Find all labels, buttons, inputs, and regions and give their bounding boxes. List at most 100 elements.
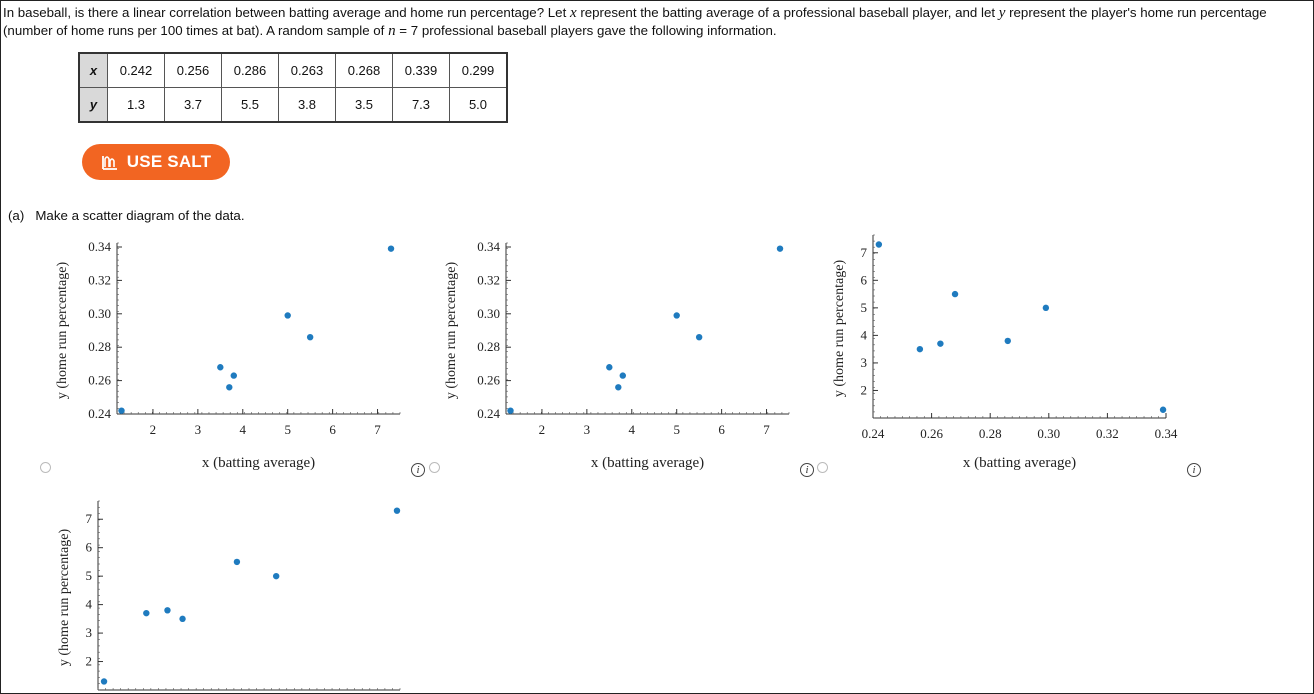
x-tick-label: 7 bbox=[374, 422, 381, 437]
table-cell: 0.268 bbox=[335, 52, 393, 88]
scatter-point bbox=[164, 607, 171, 614]
intro-text-2: represent the batting average of a profe… bbox=[576, 5, 999, 20]
scatter-point bbox=[1042, 304, 1050, 312]
intro-text-1: In baseball, is there a linear correlati… bbox=[3, 5, 570, 20]
y-tick-label: 7 bbox=[86, 511, 93, 526]
y-tick-label: 2 bbox=[861, 382, 868, 397]
x-tick-label: 5 bbox=[284, 422, 291, 437]
x-tick-label: 0.30 bbox=[1037, 426, 1060, 441]
scatter-point bbox=[1004, 337, 1011, 345]
scatter-point bbox=[143, 609, 150, 617]
scatter-point bbox=[507, 407, 514, 414]
table-header-y: y bbox=[78, 87, 108, 123]
scatter-point bbox=[230, 372, 237, 379]
y-tick-label: 7 bbox=[861, 245, 868, 260]
intro-text-4: = 7 professional baseball players gave t… bbox=[395, 23, 777, 38]
use-salt-label: USE SALT bbox=[126, 152, 212, 171]
option-radio-1[interactable] bbox=[40, 462, 51, 473]
scatter-point bbox=[179, 615, 186, 623]
info-icon[interactable]: i bbox=[411, 463, 425, 477]
x-axis-label: x (batting average) bbox=[202, 455, 315, 471]
y-axis-label: y (home run percentage) bbox=[444, 262, 459, 400]
table-row-x: x 0.242 0.256 0.286 0.263 0.268 0.339 0.… bbox=[78, 52, 508, 88]
x-tick-label: 0.34 bbox=[1155, 426, 1178, 441]
y-axis-label: y (home run percentage) bbox=[832, 260, 847, 398]
y-tick-label: 0.24 bbox=[88, 406, 111, 421]
y-tick-label: 0.34 bbox=[88, 239, 111, 254]
y-tick-label: 0.28 bbox=[477, 339, 500, 354]
x-axis-label: x (batting average) bbox=[963, 455, 1076, 471]
x-tick-label: 6 bbox=[718, 422, 725, 437]
table-cell: 5.5 bbox=[221, 87, 279, 123]
scatter-point bbox=[1159, 406, 1167, 413]
part-a-prompt: (a) Make a scatter diagram of the data. bbox=[8, 208, 245, 223]
part-a-text: Make a scatter diagram of the data. bbox=[35, 208, 245, 223]
x-tick-label: 2 bbox=[150, 422, 157, 437]
scatter-point bbox=[226, 384, 233, 391]
x-tick-label: 6 bbox=[329, 422, 336, 437]
table-cell: 0.299 bbox=[449, 52, 508, 88]
scatter-point bbox=[387, 245, 395, 252]
y-tick-label: 0.32 bbox=[88, 272, 111, 287]
x-axis-label: x (batting average) bbox=[591, 455, 704, 471]
info-icon[interactable]: i bbox=[800, 463, 814, 477]
salt-chart-icon bbox=[101, 156, 117, 170]
scatter-point bbox=[306, 333, 314, 341]
scatter-point bbox=[951, 290, 959, 298]
table-cell: 5.0 bbox=[449, 87, 508, 123]
table-cell: 3.5 bbox=[335, 87, 393, 123]
y-tick-label: 5 bbox=[86, 568, 93, 583]
scatter-point bbox=[118, 407, 125, 414]
y-tick-label: 0.28 bbox=[88, 339, 111, 354]
part-a-label: (a) bbox=[8, 208, 25, 223]
info-icon[interactable]: i bbox=[1187, 463, 1201, 477]
y-tick-label: 3 bbox=[861, 355, 868, 370]
scatter-point bbox=[875, 241, 883, 248]
y-tick-label: 0.26 bbox=[477, 373, 500, 388]
scatter-point bbox=[619, 372, 626, 379]
x-tick-label: 0.28 bbox=[979, 426, 1002, 441]
data-table: x 0.242 0.256 0.286 0.263 0.268 0.339 0.… bbox=[78, 52, 508, 123]
table-cell: 0.263 bbox=[278, 52, 336, 88]
x-tick-label: 4 bbox=[240, 422, 247, 437]
use-salt-button[interactable]: USE SALT bbox=[82, 144, 230, 180]
scatter-point bbox=[776, 245, 784, 252]
x-tick-label: 7 bbox=[763, 422, 770, 437]
x-tick-label: 3 bbox=[195, 422, 202, 437]
table-row-y: y 1.3 3.7 5.5 3.8 3.5 7.3 5.0 bbox=[78, 87, 508, 123]
y-tick-label: 4 bbox=[861, 327, 868, 342]
scatter-point bbox=[272, 572, 280, 580]
problem-statement: In baseball, is there a linear correlati… bbox=[3, 4, 1303, 40]
scatter-point bbox=[284, 312, 291, 319]
x-tick-label: 0.32 bbox=[1096, 426, 1119, 441]
intro-var-n: n bbox=[388, 23, 396, 39]
table-cell: 3.8 bbox=[278, 87, 336, 123]
y-tick-label: 3 bbox=[86, 625, 93, 640]
scatter-point bbox=[673, 312, 680, 319]
y-tick-label: 6 bbox=[86, 540, 93, 555]
y-tick-label: 4 bbox=[86, 597, 93, 612]
y-tick-label: 0.30 bbox=[477, 306, 500, 321]
table-cell: 7.3 bbox=[392, 87, 450, 123]
scatter-point bbox=[100, 678, 108, 685]
table-cell: 0.242 bbox=[107, 52, 165, 88]
y-axis-label: y (home run percentage) bbox=[55, 262, 70, 400]
scatter-point bbox=[615, 384, 622, 391]
scatter-point bbox=[393, 507, 401, 514]
x-tick-label: 0.26 bbox=[920, 426, 943, 441]
y-tick-label: 0.26 bbox=[88, 373, 111, 388]
option-radio-3[interactable] bbox=[817, 462, 828, 473]
intro-text-3: represent the player's home run percenta… bbox=[3, 5, 1267, 38]
scatter-point bbox=[695, 333, 703, 341]
table-cell: 3.7 bbox=[164, 87, 222, 123]
scatter-point bbox=[233, 558, 241, 566]
y-tick-label: 0.34 bbox=[477, 239, 500, 254]
table-cell: 1.3 bbox=[107, 87, 165, 123]
y-tick-label: 0.32 bbox=[477, 272, 500, 287]
option-radio-2[interactable] bbox=[429, 462, 440, 473]
scatter-point bbox=[916, 345, 924, 353]
intro-var-x: x bbox=[569, 5, 577, 21]
y-tick-label: 0.24 bbox=[477, 406, 500, 421]
